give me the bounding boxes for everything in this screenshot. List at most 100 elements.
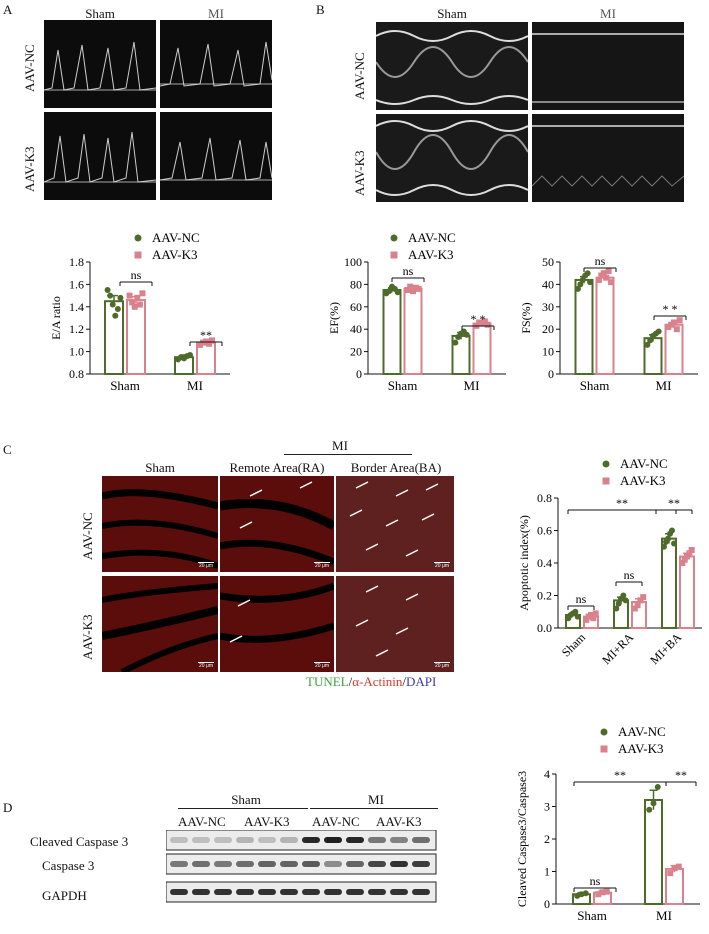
data-point	[665, 535, 671, 542]
blot-band	[192, 837, 210, 843]
c-mi-header: MI	[332, 438, 348, 453]
b-row-k3: AAV-K3	[352, 150, 367, 196]
d-row-gapdh: GAPDH	[42, 888, 87, 903]
legend-marker-k3	[602, 477, 610, 485]
stain-dapi: DAPI	[406, 674, 437, 689]
sig-label: **	[675, 768, 687, 782]
d-sham-header: Sham	[231, 792, 261, 807]
data-point	[572, 608, 579, 615]
data-point	[669, 527, 675, 534]
blot-band	[236, 861, 254, 867]
blot-band	[346, 889, 364, 895]
data-point	[583, 616, 590, 623]
sig-label: **	[614, 768, 626, 782]
blot-band	[170, 861, 188, 867]
y-tick-label: 3	[544, 800, 550, 814]
blot-band	[214, 861, 232, 867]
d-row-cleaved: Cleaved Caspase 3	[30, 834, 129, 849]
mmode-mi-nc	[532, 22, 684, 110]
data-point	[386, 288, 393, 295]
data-point	[415, 285, 422, 292]
bar-k3	[126, 299, 146, 375]
blot-band	[324, 889, 342, 895]
bar-k3	[403, 287, 423, 376]
data-point	[671, 319, 677, 326]
x-tick-label: Sham	[388, 378, 418, 393]
x-tick-label: MI+RA	[599, 630, 636, 667]
sig-label: ns	[403, 264, 414, 278]
data-point	[686, 550, 693, 557]
data-point	[646, 806, 653, 813]
bar-nc	[382, 289, 402, 375]
if-ba-nc: 20 μm	[336, 476, 454, 572]
stain-tunel: TUNEL	[306, 674, 349, 689]
data-point	[587, 279, 594, 286]
y-axis-label: Apoptotic index(%)	[517, 515, 531, 611]
blot-band	[302, 889, 320, 895]
blot-band	[258, 837, 276, 843]
y-tick-label: 40	[542, 277, 554, 291]
doppler-sham-nc	[44, 20, 156, 108]
western-blot	[166, 830, 437, 903]
mmode-mi-k3	[532, 114, 684, 202]
sig-label: **	[616, 496, 628, 510]
y-tick-label: 50	[542, 255, 554, 269]
y-axis-label: E/A ratio	[49, 296, 63, 340]
data-point	[599, 889, 606, 896]
y-tick-label: 4	[544, 767, 550, 781]
scale-bar: 20 μm	[198, 562, 214, 569]
if-sham-k3: 20 μm	[102, 576, 218, 672]
blot-band	[280, 837, 298, 843]
legend-label: AAV-NC	[152, 230, 200, 245]
legend-marker-k3	[134, 251, 142, 259]
bar-nc	[574, 278, 594, 375]
legend-marker-nc	[600, 728, 608, 736]
blot-band	[412, 889, 430, 895]
scale-bar: 20 μm	[314, 562, 330, 569]
scale-bar: 20 μm	[434, 662, 450, 669]
data-point	[634, 602, 641, 609]
data-point	[109, 301, 116, 308]
bar-nc	[104, 300, 124, 375]
data-point	[584, 270, 591, 277]
data-point	[600, 270, 607, 277]
data-point	[620, 592, 627, 599]
y-tick-label: 0	[548, 367, 554, 381]
data-point	[661, 543, 667, 550]
blot-band	[368, 861, 386, 867]
blot-band	[170, 837, 188, 843]
blot-band	[302, 861, 320, 867]
y-tick-label: 0.2	[537, 589, 552, 603]
data-point	[655, 328, 662, 335]
data-point	[394, 289, 401, 296]
y-tick-label: 1.0	[69, 345, 84, 359]
data-point	[681, 556, 688, 563]
y-tick-label: 20	[542, 322, 554, 336]
blot-band	[390, 861, 408, 867]
c-col-sham: Sham	[145, 460, 175, 475]
stain-slash: /	[348, 674, 353, 689]
chart-ea: AAV-NC AAV-K3 0.8 1.0 1.2 1.4 1.6 1.8 E/A ratio S…	[49, 230, 230, 393]
data-point	[684, 553, 690, 560]
scale-bar: 20 μm	[434, 562, 450, 569]
blot-band	[390, 889, 408, 895]
legend-marker-nc	[390, 234, 398, 242]
legend-label: AAV-K3	[408, 247, 454, 262]
blot-band	[412, 837, 430, 843]
chart-apoptotic: AAV-NC AAV-K3 0.0 0.2 0.4 0.6 0.8 Apoptotic ind…	[517, 456, 702, 667]
y-tick-label: 2	[544, 832, 550, 846]
data-point	[673, 326, 680, 333]
data-point	[595, 276, 602, 283]
sig-label: **	[668, 496, 680, 510]
blot-band	[236, 837, 254, 843]
bar-nc	[661, 537, 677, 629]
data-point	[209, 337, 215, 344]
data-point	[644, 341, 651, 348]
data-point	[603, 274, 610, 281]
blot-band	[346, 861, 364, 867]
data-point	[404, 287, 411, 293]
x-tick-label: MI	[656, 908, 672, 923]
sig-label: * *	[663, 302, 678, 316]
b-col-mi: MI	[600, 6, 616, 21]
c-mi-bracket	[284, 454, 412, 455]
